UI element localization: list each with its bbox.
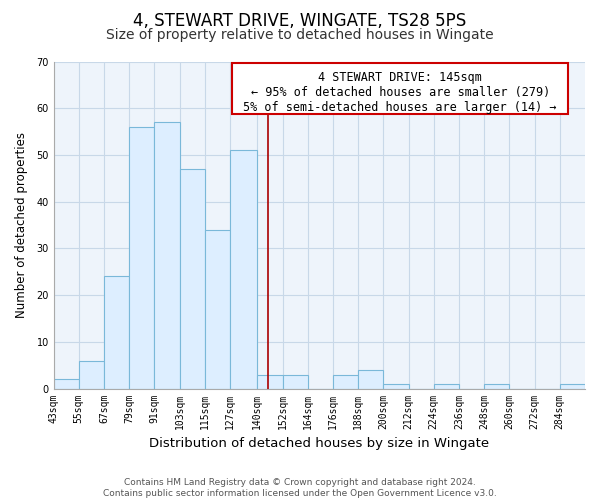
Bar xyxy=(383,384,409,388)
Bar xyxy=(179,169,205,388)
Text: Contains HM Land Registry data © Crown copyright and database right 2024.
Contai: Contains HM Land Registry data © Crown c… xyxy=(103,478,497,498)
Bar xyxy=(129,127,154,388)
Text: 5% of semi-detached houses are larger (14) →: 5% of semi-detached houses are larger (1… xyxy=(244,101,557,114)
Text: 4, STEWART DRIVE, WINGATE, TS28 5PS: 4, STEWART DRIVE, WINGATE, TS28 5PS xyxy=(133,12,467,30)
Bar xyxy=(358,370,383,388)
Bar xyxy=(53,379,79,388)
X-axis label: Distribution of detached houses by size in Wingate: Distribution of detached houses by size … xyxy=(149,437,490,450)
Bar xyxy=(484,384,509,388)
Y-axis label: Number of detached properties: Number of detached properties xyxy=(15,132,28,318)
Bar xyxy=(79,360,104,388)
Bar xyxy=(154,122,179,388)
FancyBboxPatch shape xyxy=(232,63,568,114)
Bar xyxy=(257,374,283,388)
Bar xyxy=(104,276,129,388)
Text: ← 95% of detached houses are smaller (279): ← 95% of detached houses are smaller (27… xyxy=(251,86,550,99)
Bar xyxy=(283,374,308,388)
Bar xyxy=(560,384,585,388)
Text: Size of property relative to detached houses in Wingate: Size of property relative to detached ho… xyxy=(106,28,494,42)
Bar xyxy=(230,150,257,388)
Text: 4 STEWART DRIVE: 145sqm: 4 STEWART DRIVE: 145sqm xyxy=(318,71,482,84)
Bar xyxy=(434,384,459,388)
Bar xyxy=(205,230,230,388)
Bar xyxy=(333,374,358,388)
